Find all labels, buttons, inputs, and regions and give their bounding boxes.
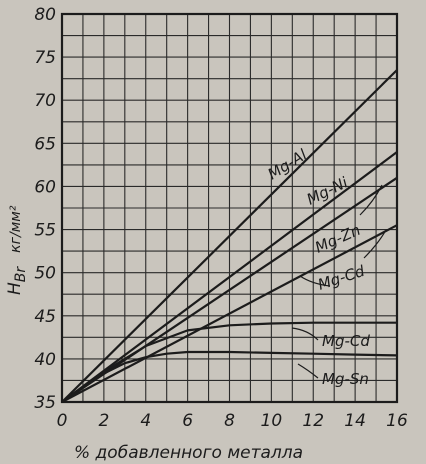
x-tick-label: 6 — [182, 411, 193, 431]
leader-line-1 — [363, 229, 387, 259]
x-tick-label: 8 — [224, 411, 235, 431]
x-tick-labels: 0 2 4 6 8 10 12 14 16 — [57, 411, 408, 431]
series-line-4 — [61, 321, 397, 403]
y-tick-label: 60 — [34, 177, 56, 197]
y-axis-label-main: H — [5, 282, 25, 295]
y-axis-label-unit: кг/мм² — [8, 205, 24, 253]
series-label-5: Mg-Sn — [322, 370, 369, 388]
x-tick-label: 14 — [344, 411, 366, 431]
leader-line-3 — [291, 327, 319, 341]
y-tick-label: 45 — [34, 307, 56, 327]
series-label-4: Mg-Cd — [322, 332, 370, 350]
y-axis-label: HBr кг/мм² — [5, 205, 29, 295]
label-leaders — [291, 184, 387, 379]
plot-border — [60, 12, 399, 404]
y-tick-labels: 35 40 45 50 55 60 65 70 75 80 — [34, 5, 56, 413]
series-line-3 — [61, 224, 398, 403]
leader-line-4 — [297, 363, 319, 379]
series-line-2 — [61, 176, 398, 403]
series-line-1 — [61, 151, 398, 403]
y-tick-label: 70 — [34, 91, 56, 111]
x-tick-label: 2 — [98, 411, 109, 431]
y-tick-label: 50 — [34, 264, 56, 284]
plot-frame — [60, 12, 399, 404]
x-tick-label: 12 — [302, 411, 324, 431]
leader-line-0 — [359, 184, 383, 216]
y-tick-label: 75 — [34, 48, 56, 68]
y-tick-label: 55 — [34, 221, 56, 241]
y-tick-label: 65 — [34, 134, 56, 154]
series-line-0 — [61, 69, 398, 403]
y-tick-label: 80 — [34, 5, 56, 25]
y-tick-label: 40 — [34, 350, 56, 370]
x-tick-label: 4 — [140, 411, 151, 431]
y-tick-label: 35 — [34, 393, 56, 413]
series-line-5 — [61, 350, 398, 403]
x-tick-label: 10 — [261, 411, 283, 431]
series-lines — [61, 69, 398, 403]
y-axis-label-sub: Br — [13, 266, 29, 283]
leader-line-2 — [299, 275, 331, 287]
x-tick-label: 16 — [386, 411, 408, 431]
svg-text:HBrкг/мм²: HBr кг/мм² — [5, 205, 29, 295]
x-axis-label: % добавленного металла — [74, 443, 303, 463]
x-tick-label: 0 — [57, 411, 68, 431]
